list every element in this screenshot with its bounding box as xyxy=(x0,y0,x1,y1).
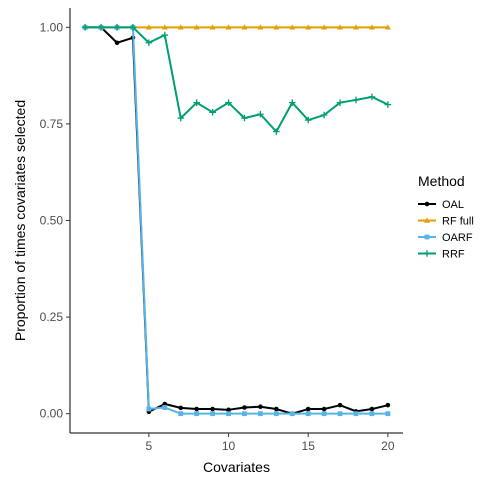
point-rf-full xyxy=(289,24,296,30)
point-oarf xyxy=(162,405,168,410)
point-oal xyxy=(114,40,120,46)
point-rf-full xyxy=(273,24,280,30)
point-rrf xyxy=(209,109,216,116)
legend-key-marker xyxy=(424,234,430,240)
point-rf-full xyxy=(209,24,216,30)
legend-label: OARF xyxy=(442,232,473,244)
point-rrf xyxy=(129,24,137,31)
point-rf-full xyxy=(305,24,312,30)
legend-item-oal: OAL xyxy=(418,199,464,211)
point-rrf xyxy=(384,101,392,108)
x-tick-label: 5 xyxy=(146,439,153,453)
point-rf-full xyxy=(368,24,375,30)
x-tick-label: 10 xyxy=(222,439,236,453)
point-oal xyxy=(226,407,231,413)
point-rf-full xyxy=(145,24,152,30)
point-oal xyxy=(337,402,343,408)
series-layer xyxy=(81,24,392,417)
legend-key-marker xyxy=(423,250,431,257)
point-oal xyxy=(194,406,199,412)
series-line-oarf xyxy=(85,26,388,415)
series-line-rrf xyxy=(85,26,389,133)
point-rf-full xyxy=(161,24,168,30)
series-rrf xyxy=(81,24,392,135)
legend: OAL RF full OARF RRF xyxy=(418,199,474,261)
point-oarf xyxy=(385,411,391,417)
point-rf-full xyxy=(225,24,232,30)
series-line-oal xyxy=(85,26,389,415)
point-oal xyxy=(369,406,375,412)
y-tick-label: 1.00 xyxy=(40,20,64,34)
axes: 5 10 15 20 0.00 0.25 0.50 0.75 1.00 xyxy=(40,8,403,453)
legend-key-marker xyxy=(424,201,430,207)
point-oarf xyxy=(242,411,247,417)
legend-item-rrf: RRF xyxy=(418,249,465,261)
x-tick-label: 15 xyxy=(302,439,316,453)
legend-key-marker xyxy=(424,217,430,223)
point-rrf xyxy=(177,114,185,122)
point-oal xyxy=(274,406,279,412)
point-oarf xyxy=(178,411,184,417)
point-rf-full xyxy=(177,24,184,30)
point-oarf xyxy=(210,411,216,417)
legend-title: Method xyxy=(418,173,465,189)
point-oarf xyxy=(226,411,231,417)
y-axis-title: Proportion of times covariates selected xyxy=(12,100,28,341)
point-rrf xyxy=(352,96,360,104)
y-tick-label: 0.75 xyxy=(40,117,64,131)
point-rrf xyxy=(113,24,121,31)
legend-label: RF full xyxy=(442,216,474,228)
point-rrf xyxy=(368,93,376,101)
point-oal xyxy=(242,405,247,410)
point-rrf xyxy=(304,116,312,124)
point-rrf xyxy=(288,99,296,106)
point-rrf xyxy=(241,114,248,122)
point-rf-full xyxy=(337,24,344,30)
point-oarf xyxy=(146,406,152,412)
point-rf-full xyxy=(241,24,248,30)
y-tick-label: 0.00 xyxy=(40,407,64,421)
y-tick-label: 0.50 xyxy=(40,214,64,228)
x-tick-label: 20 xyxy=(381,439,395,453)
point-oal xyxy=(258,404,263,410)
point-rrf xyxy=(336,99,344,106)
series-oal xyxy=(82,25,391,416)
series-oarf xyxy=(82,24,391,417)
legend-label: OAL xyxy=(442,199,464,211)
point-oal xyxy=(321,406,327,412)
point-rf-full xyxy=(352,24,359,30)
x-axis-title: Covariates xyxy=(203,459,270,475)
point-rf-full xyxy=(193,24,200,30)
point-rf-full xyxy=(321,24,328,30)
legend-item-rf-full: RF full xyxy=(418,216,474,228)
point-oarf xyxy=(194,411,200,417)
point-oarf xyxy=(337,411,343,417)
point-rrf xyxy=(257,110,264,118)
point-rrf xyxy=(193,99,200,106)
legend-label: RRF xyxy=(442,249,465,261)
point-rrf xyxy=(97,24,105,31)
point-oarf xyxy=(305,411,311,417)
point-rf-full xyxy=(384,24,391,30)
point-oarf xyxy=(257,411,263,417)
point-rrf xyxy=(320,111,328,119)
point-oal xyxy=(385,402,391,408)
point-rrf xyxy=(273,128,280,135)
point-oarf xyxy=(273,411,279,417)
y-tick-label: 0.25 xyxy=(40,310,64,324)
point-oarf xyxy=(369,411,375,417)
point-rrf xyxy=(161,31,169,39)
point-oal xyxy=(178,405,184,411)
point-oal xyxy=(305,406,311,412)
point-rrf xyxy=(81,24,89,31)
point-oarf xyxy=(321,411,327,417)
point-oal xyxy=(210,406,215,412)
point-oarf xyxy=(289,411,295,417)
point-oarf xyxy=(353,411,359,417)
point-rrf xyxy=(225,99,232,106)
legend-item-oarf: OARF xyxy=(418,232,473,244)
point-rf-full xyxy=(257,24,264,30)
point-rrf xyxy=(145,39,153,47)
